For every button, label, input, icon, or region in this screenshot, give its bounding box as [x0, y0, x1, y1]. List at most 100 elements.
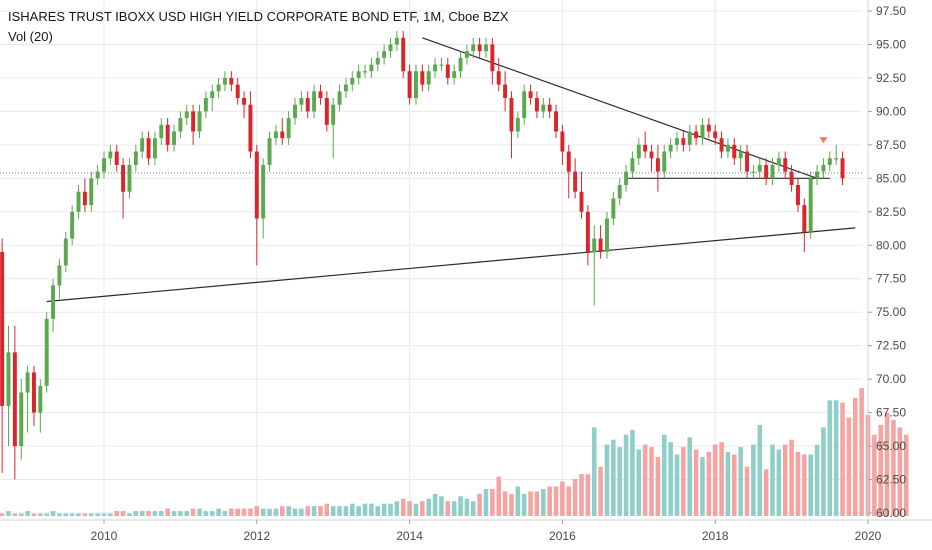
- price-axis-label: 90.00: [876, 104, 906, 118]
- candle-body: [636, 144, 641, 159]
- volume-bar: [362, 503, 368, 516]
- volume-bar: [152, 511, 158, 516]
- candle-body: [235, 84, 240, 99]
- volume-bar: [44, 513, 49, 516]
- volume-bar: [222, 511, 228, 516]
- volume-bar: [426, 498, 431, 516]
- volume-bar: [127, 513, 132, 516]
- candle-body: [713, 131, 718, 139]
- candle-body: [776, 158, 781, 165]
- volume-bar: [884, 412, 890, 516]
- candle-body: [604, 218, 609, 252]
- volume-bar: [776, 449, 782, 516]
- volume-bar: [171, 511, 177, 516]
- volume-bar: [190, 508, 196, 516]
- volume-bar: [566, 486, 572, 516]
- volume-bar: [617, 447, 622, 516]
- volume-bar: [604, 444, 610, 516]
- candle-body: [0, 251, 5, 406]
- volume-bar: [18, 513, 24, 516]
- candle-body: [388, 44, 393, 52]
- volume-bar: [420, 501, 425, 516]
- candle-body: [541, 104, 546, 112]
- candle-body: [802, 205, 807, 232]
- price-axis-label: 82.50: [876, 205, 906, 219]
- candle-body: [165, 124, 170, 145]
- candle-body: [146, 138, 151, 159]
- volume-bar: [572, 479, 578, 516]
- volume-bar: [579, 474, 584, 516]
- volume-bar: [184, 511, 190, 516]
- volume-bar: [763, 469, 769, 516]
- volume-bar: [770, 444, 775, 516]
- volume-bar: [101, 513, 107, 516]
- candle-body: [343, 84, 348, 92]
- candle-body: [305, 98, 310, 112]
- candle-body: [267, 138, 272, 165]
- volume-bar: [496, 476, 502, 516]
- candle-body: [356, 71, 361, 78]
- volume-bar: [305, 506, 311, 516]
- candle-body: [273, 131, 278, 139]
- candle-body: [312, 91, 317, 112]
- volume-bar: [782, 444, 788, 516]
- volume-bar: [260, 508, 266, 516]
- resistance-trendline[interactable]: [422, 37, 818, 179]
- volume-bar: [706, 452, 712, 516]
- volume-bar: [649, 447, 654, 516]
- volume-bar: [178, 511, 183, 516]
- volume-bar: [108, 513, 113, 516]
- candle-body: [216, 84, 221, 92]
- volume-bar: [69, 513, 75, 516]
- candle-body: [439, 64, 444, 66]
- volume-bar: [795, 452, 801, 516]
- volume-bar: [668, 442, 673, 516]
- candle-body: [331, 104, 336, 125]
- volume-bar: [439, 496, 444, 516]
- volume-bar: [82, 513, 88, 516]
- candle-body: [184, 111, 189, 119]
- volume-bar: [241, 508, 247, 516]
- candle-body: [732, 144, 737, 159]
- price-axis-label: 87.50: [876, 138, 906, 152]
- candle-body: [95, 171, 100, 179]
- volume-bar: [88, 513, 94, 516]
- volume-bar: [292, 508, 298, 516]
- volume-bar: [859, 388, 864, 516]
- volume-bar: [744, 466, 750, 516]
- chart-legend: ISHARES TRUST IBOXX USD HIGH YIELD CORPO…: [8, 8, 508, 46]
- candle-body: [643, 144, 648, 152]
- candle-body: [19, 392, 24, 447]
- candle-body: [401, 37, 406, 72]
- candle-body: [490, 44, 495, 72]
- candle-body: [420, 71, 425, 85]
- volume-bar: [337, 506, 342, 516]
- candle-body: [12, 352, 17, 447]
- candle-body: [382, 51, 387, 58]
- price-axis-label: 77.50: [876, 272, 906, 286]
- candle-body: [324, 98, 329, 125]
- candle-body: [363, 71, 368, 73]
- price-axis-label: 75.00: [876, 305, 906, 319]
- volume-bar: [197, 508, 202, 516]
- volume-bar: [534, 491, 540, 516]
- candle-body: [458, 57, 463, 72]
- candle-body: [452, 71, 457, 78]
- candle-body: [25, 372, 30, 393]
- candle-body: [140, 138, 145, 152]
- volume-bar: [38, 513, 43, 516]
- chart-title: ISHARES TRUST IBOXX USD HIGH YIELD CORPO…: [8, 9, 509, 24]
- volume-bar: [687, 437, 693, 516]
- support-trendline[interactable]: [46, 227, 856, 303]
- candle-body: [725, 144, 730, 152]
- volume-bar: [273, 508, 279, 516]
- volume-bar: [209, 511, 215, 516]
- candle-body: [547, 104, 552, 112]
- candle-body: [254, 151, 259, 219]
- candle-body: [789, 171, 794, 186]
- candle-body: [38, 385, 43, 413]
- volume-indicator-label[interactable]: Vol (20): [8, 29, 53, 44]
- volume-bar: [400, 498, 406, 516]
- volume-bar: [903, 434, 909, 516]
